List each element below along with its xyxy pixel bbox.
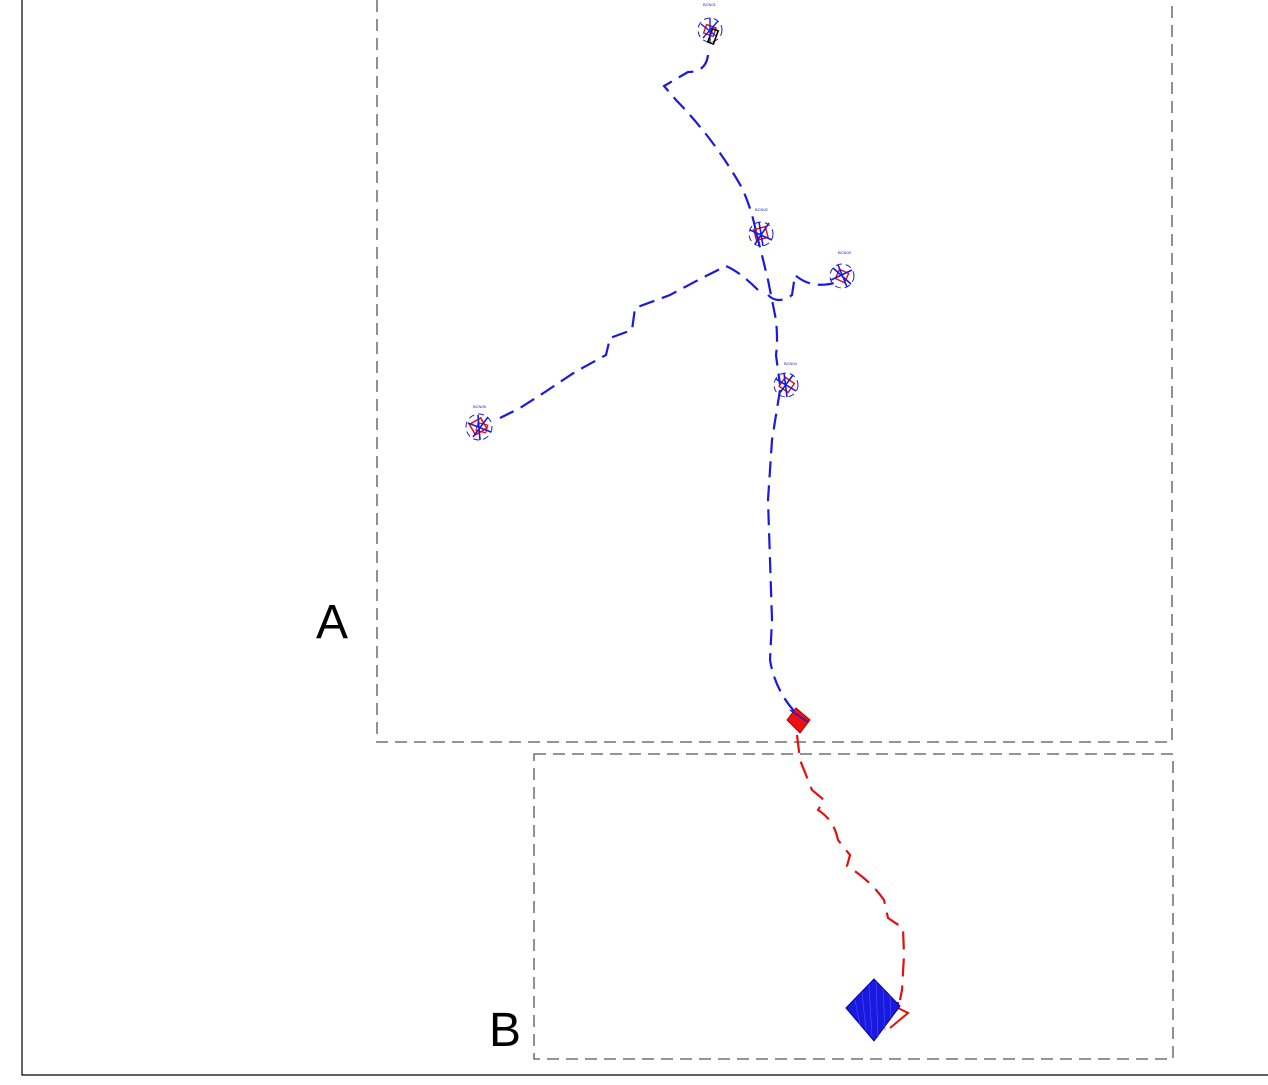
- zone-a-label: A: [316, 596, 348, 649]
- zone-b-boundary: [533, 753, 1174, 1060]
- zone-a-boundary: [376, 0, 1173, 743]
- zone-b-label: B: [489, 1004, 521, 1057]
- node-bcn05-label: BCN05: [473, 404, 487, 409]
- node-bcn03-label: BCN03: [838, 250, 852, 255]
- drawing-frame: [21, 0, 1268, 1076]
- branch-south: [795, 734, 906, 1001]
- branch-n3: [767, 272, 839, 302]
- trunk-lower: [766, 389, 796, 713]
- node-bcn05: [465, 413, 493, 441]
- branch-n5: [499, 264, 759, 419]
- node-bcn01-label: BCN01: [703, 2, 717, 7]
- secondary-network-lines: [795, 734, 906, 1001]
- node-bcn04: [773, 372, 799, 398]
- node-bcn04-label: BCN04: [784, 361, 798, 366]
- node-bcn02-label: BCN02: [755, 207, 769, 212]
- outlet-block: [845, 978, 901, 1042]
- node-bcn02: [748, 221, 774, 247]
- branch-n1: [662, 54, 758, 233]
- primary-network-lines: [499, 54, 839, 713]
- node-bcn03: [829, 263, 855, 289]
- trunk-upper: [754, 231, 782, 386]
- node-bcn01: [697, 17, 723, 46]
